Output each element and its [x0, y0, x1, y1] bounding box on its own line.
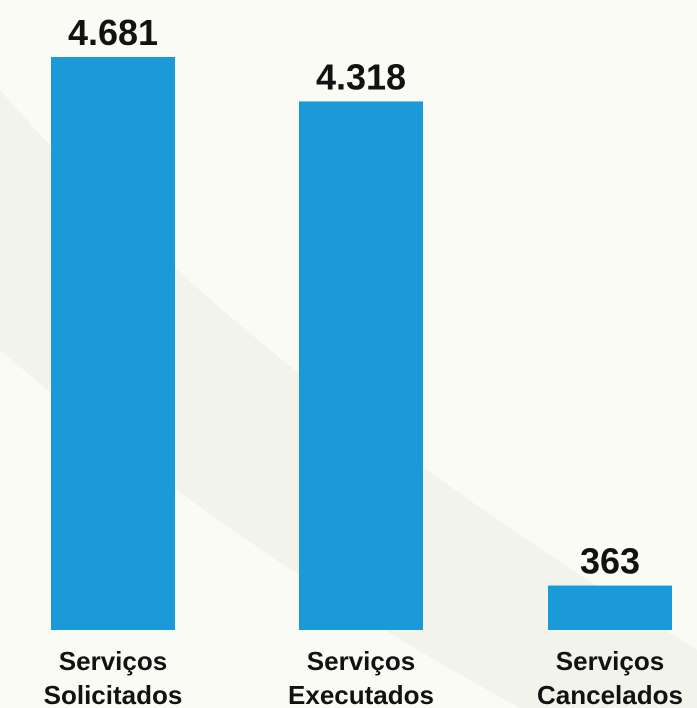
category-label-0-line-1: Solicitados [44, 680, 183, 708]
category-label-2-line-0: Serviços [556, 646, 664, 676]
category-label-0-line-0: Serviços [59, 646, 167, 676]
category-label-1-line-1: Executados [288, 680, 434, 708]
category-label-2-line-1: Cancelados [537, 680, 683, 708]
bar-1 [299, 101, 423, 630]
background-swoosh [0, 90, 697, 708]
data-label-0: 4.681 [68, 12, 158, 53]
category-label-1-line-0: Serviços [307, 646, 415, 676]
data-label-1: 4.318 [316, 56, 406, 97]
bar-2 [548, 585, 672, 630]
plot-area: 4.681 Serviços Solicitados 4.318 Serviços Exe… [44, 12, 683, 708]
data-label-2: 363 [580, 541, 640, 582]
bar-0 [51, 57, 175, 630]
